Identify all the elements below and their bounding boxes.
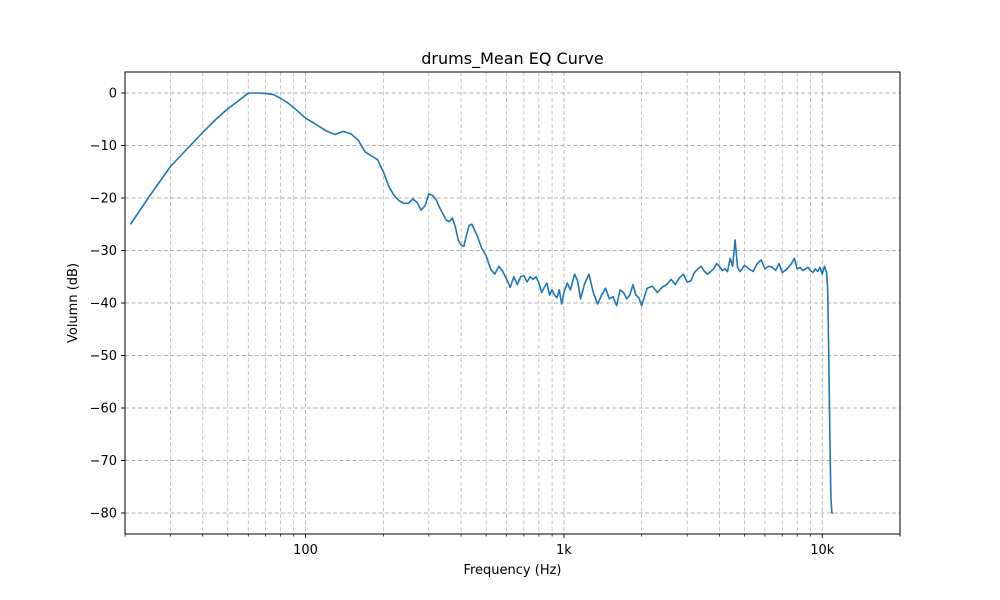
eq-curve-line [129, 92, 833, 514]
y-tick-label: −40 [90, 297, 117, 312]
y-tick-label: 0 [109, 87, 117, 102]
grid-lines [124, 72, 901, 534]
y-tick-label: −30 [90, 244, 117, 259]
axis-ticks: 100 1k 10k 0 −10 −20 −30 −40 −50 −60 −70 −80 [90, 87, 901, 558]
chart-title: drums_Mean EQ Curve [421, 49, 603, 69]
y-tick-label: −50 [90, 349, 117, 364]
x-tick-label: 1k [556, 543, 572, 558]
x-tick-label: 10k [810, 543, 835, 558]
y-tick-label: −60 [90, 402, 117, 417]
y-tick-label: −70 [90, 454, 117, 469]
y-tick-label: −20 [90, 192, 117, 207]
y-tick-label: −10 [90, 139, 117, 154]
x-axis-label: Frequency (Hz) [463, 563, 561, 578]
series-layer [129, 92, 833, 514]
y-tick-label: −80 [90, 507, 117, 522]
x-tick-label: 100 [293, 543, 318, 558]
y-axis-label: Volumn (dB) [66, 263, 81, 343]
